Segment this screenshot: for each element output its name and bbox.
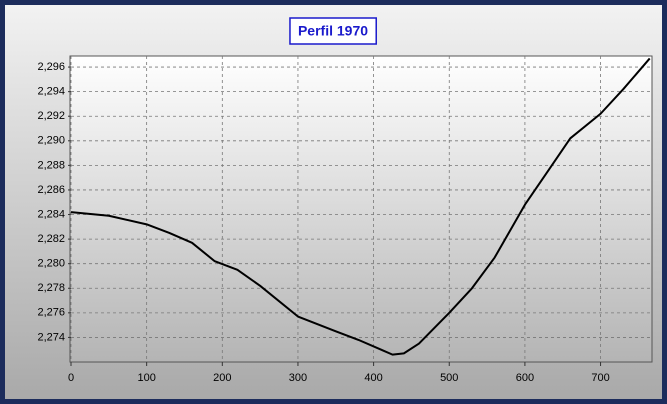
y-tick-label: 2,296 xyxy=(37,61,65,73)
x-tick-label: 200 xyxy=(213,372,231,384)
plot-area xyxy=(69,55,653,363)
y-tick-label: 2,290 xyxy=(37,135,65,147)
title-box xyxy=(289,17,377,45)
x-tick-label: 100 xyxy=(137,372,155,384)
y-tick-label: 2,288 xyxy=(37,159,65,171)
x-tick-label: 400 xyxy=(364,372,382,384)
y-tick-label: 2,278 xyxy=(37,282,65,294)
y-tick-label: 2,282 xyxy=(37,233,65,245)
x-tick-label: 300 xyxy=(289,372,307,384)
y-tick-label: 2,286 xyxy=(37,184,65,196)
y-tick-label: 2,276 xyxy=(37,307,65,319)
data-line xyxy=(70,57,651,356)
x-tick-label: 0 xyxy=(68,372,74,384)
x-tick-label: 700 xyxy=(591,372,609,384)
y-tick-label: 2,294 xyxy=(37,86,65,98)
y-tick-label: 2,292 xyxy=(37,110,65,122)
chart-title: Perfil 1970 xyxy=(298,23,368,39)
x-tick-label: 500 xyxy=(440,372,458,384)
x-tick-label: 600 xyxy=(516,372,534,384)
y-tick-label: 2,274 xyxy=(37,331,65,343)
y-tick-label: 2,284 xyxy=(37,208,65,220)
y-tick-label: 2,280 xyxy=(37,258,65,270)
